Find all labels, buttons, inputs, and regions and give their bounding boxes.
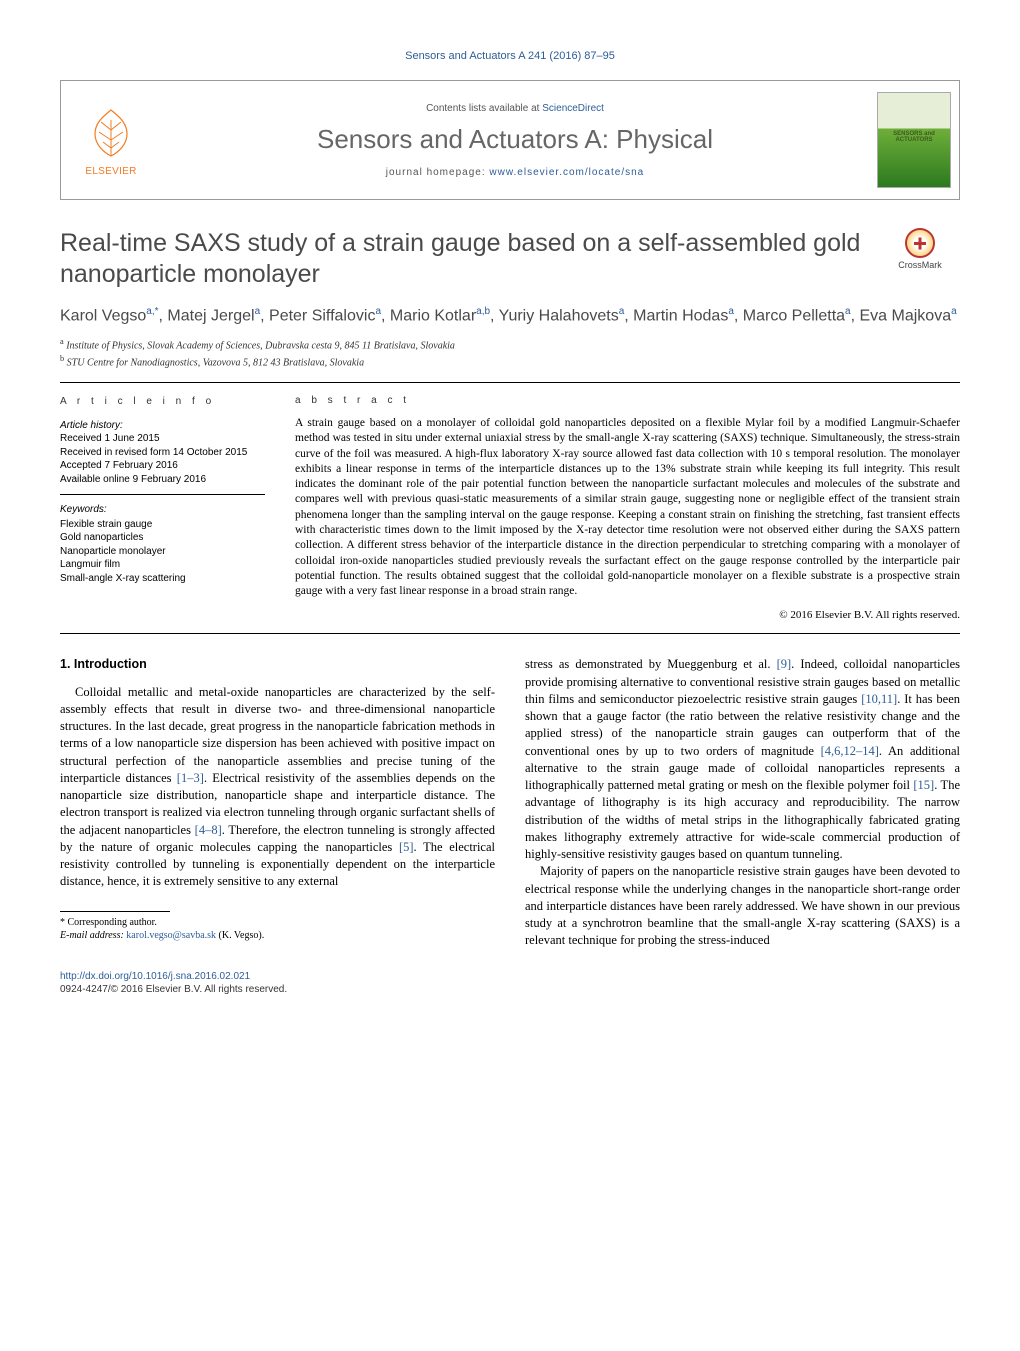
article-info-heading: a r t i c l e i n f o <box>60 395 265 409</box>
intro-paragraph-1: Colloidal metallic and metal-oxide nanop… <box>60 684 495 891</box>
doi-link[interactable]: http://dx.doi.org/10.1016/j.sna.2016.02.… <box>60 971 250 982</box>
rule-bottom <box>60 633 960 634</box>
affiliations: a Institute of Physics, Slovak Academy o… <box>60 336 960 370</box>
homepage-link[interactable]: www.elsevier.com/locate/sna <box>489 167 644 178</box>
ref-link[interactable]: [5] <box>399 840 414 854</box>
ref-link[interactable]: [1–3] <box>177 771 204 785</box>
history-line: Received 1 June 2015 <box>60 432 265 446</box>
authors: Karol Vegsoa,*, Matej Jergela, Peter Sif… <box>60 305 960 327</box>
journal-cover: SENSORS and ACTUATORS <box>869 81 959 199</box>
abstract-copyright: © 2016 Elsevier B.V. All rights reserved… <box>295 609 960 621</box>
keyword-line: Langmuir film <box>60 558 265 572</box>
history-head: Article history: <box>60 419 265 433</box>
journal-header: ELSEVIER Contents lists available at Sci… <box>60 80 960 200</box>
journal-name: Sensors and Actuators A: Physical <box>317 124 713 155</box>
article-title: Real-time SAXS study of a strain gauge b… <box>60 228 866 291</box>
article-info: a r t i c l e i n f o Article history: R… <box>60 395 265 621</box>
rule-top <box>60 382 960 383</box>
keyword-lines: Flexible strain gaugeGold nanoparticlesN… <box>60 518 265 586</box>
contents-prefix: Contents lists available at <box>426 103 542 114</box>
running-head: Sensors and Actuators A 241 (2016) 87–95 <box>60 50 960 62</box>
cover-label-1: SENSORS and <box>893 131 935 137</box>
sciencedirect-link[interactable]: ScienceDirect <box>542 103 604 114</box>
intro-paragraph-2: Majority of papers on the nanoparticle r… <box>525 863 960 949</box>
footnote-rule <box>60 911 170 912</box>
abstract: a b s t r a c t A strain gauge based on … <box>295 395 960 621</box>
ref-link[interactable]: [9] <box>777 657 792 671</box>
doi-block: http://dx.doi.org/10.1016/j.sna.2016.02.… <box>60 970 960 996</box>
history-line: Accepted 7 February 2016 <box>60 459 265 473</box>
email-line: E-mail address: karol.vegso@savba.sk (K.… <box>60 929 495 942</box>
cover-label-2: ACTUATORS <box>895 137 932 143</box>
keywords-head: Keywords: <box>60 503 265 517</box>
corresponding-author: * Corresponding author. <box>60 916 495 929</box>
abstract-text: A strain gauge based on a monolayer of c… <box>295 416 960 599</box>
email-label: E-mail address: <box>60 930 126 941</box>
elsevier-logo: ELSEVIER <box>61 81 161 199</box>
author-email[interactable]: karol.vegso@savba.sk <box>126 930 216 941</box>
abstract-heading: a b s t r a c t <box>295 395 960 406</box>
footnotes: * Corresponding author. E-mail address: … <box>60 916 495 942</box>
crossmark-icon <box>905 228 935 258</box>
keyword-line: Small-angle X-ray scattering <box>60 572 265 586</box>
ref-link[interactable]: [4–8] <box>195 823 222 837</box>
homepage-prefix: journal homepage: <box>386 167 490 178</box>
history-line: Received in revised form 14 October 2015 <box>60 446 265 460</box>
intro-paragraph-1-cont: stress as demonstrated by Mueggenburg et… <box>525 656 960 863</box>
ref-link[interactable]: [10,11] <box>861 692 897 706</box>
cover-thumbnail: SENSORS and ACTUATORS <box>877 92 951 188</box>
crossmark-badge[interactable]: CrossMark <box>880 228 960 270</box>
ref-link[interactable]: [4,6,12–14] <box>821 744 879 758</box>
crossmark-label: CrossMark <box>898 260 942 270</box>
keyword-line: Gold nanoparticles <box>60 531 265 545</box>
history-line: Available online 9 February 2016 <box>60 473 265 487</box>
contents-available: Contents lists available at ScienceDirec… <box>426 103 604 114</box>
issn-copyright: 0924-4247/© 2016 Elsevier B.V. All right… <box>60 984 287 995</box>
keyword-line: Nanoparticle monolayer <box>60 545 265 559</box>
publisher-name: ELSEVIER <box>85 166 136 177</box>
keyword-line: Flexible strain gauge <box>60 518 265 532</box>
history-lines: Received 1 June 2015Received in revised … <box>60 432 265 486</box>
journal-homepage: journal homepage: www.elsevier.com/locat… <box>386 167 644 178</box>
body-text: 1. Introduction Colloidal metallic and m… <box>60 656 960 949</box>
intro-heading: 1. Introduction <box>60 656 495 673</box>
ref-link[interactable]: [15] <box>913 778 934 792</box>
email-tail: (K. Vegso). <box>216 930 264 941</box>
tree-icon <box>81 104 141 164</box>
